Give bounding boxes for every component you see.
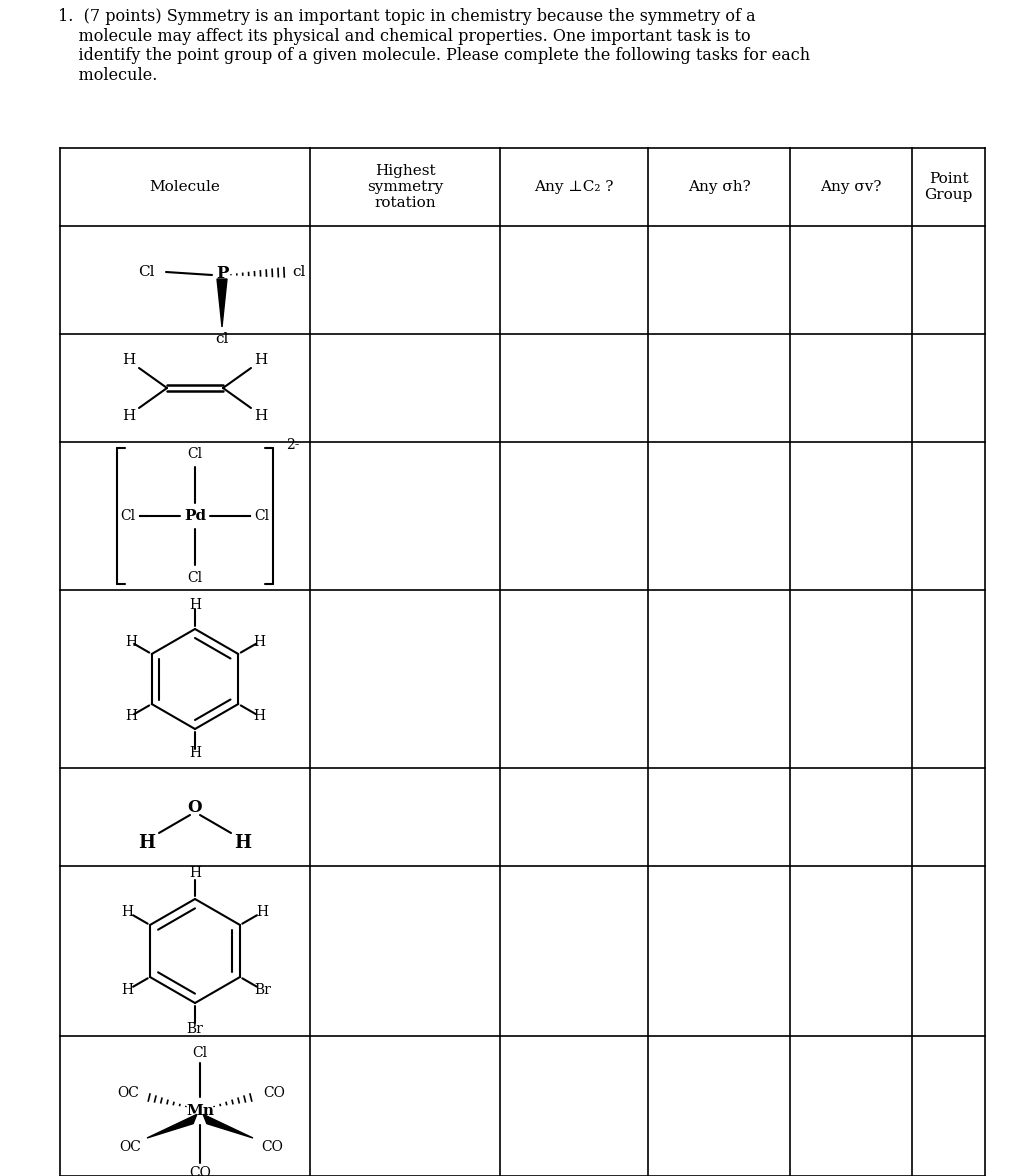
- Text: Highest
symmetry
rotation: Highest symmetry rotation: [366, 163, 443, 211]
- Text: CO: CO: [261, 1140, 283, 1154]
- Text: Pd: Pd: [184, 509, 206, 523]
- Polygon shape: [217, 279, 227, 327]
- Text: Any σv?: Any σv?: [820, 180, 881, 194]
- Text: OC: OC: [119, 1140, 141, 1154]
- Text: CO: CO: [189, 1165, 211, 1176]
- Text: Any σh?: Any σh?: [687, 180, 750, 194]
- Text: O: O: [188, 799, 202, 815]
- Text: H: H: [125, 709, 137, 723]
- Text: 2-: 2-: [286, 437, 299, 452]
- Polygon shape: [203, 1115, 253, 1138]
- Text: Mn: Mn: [186, 1104, 214, 1118]
- Text: H: H: [234, 834, 252, 851]
- Text: H: H: [253, 709, 265, 723]
- Text: Br: Br: [187, 1022, 203, 1036]
- Polygon shape: [147, 1115, 197, 1138]
- Text: H: H: [257, 906, 268, 918]
- Text: Molecule: Molecule: [150, 180, 221, 194]
- Text: Any ⊥C₂ ?: Any ⊥C₂ ?: [535, 180, 614, 194]
- Text: H: H: [122, 983, 133, 997]
- Text: H: H: [123, 353, 135, 367]
- Text: H: H: [122, 906, 133, 918]
- Text: Cl: Cl: [188, 447, 202, 461]
- Text: H: H: [189, 866, 201, 880]
- Text: P: P: [216, 265, 228, 281]
- Text: OC: OC: [117, 1085, 139, 1100]
- Text: Point
Group: Point Group: [925, 172, 973, 202]
- Text: Cl: Cl: [121, 509, 135, 523]
- Text: H: H: [125, 635, 137, 649]
- Text: Br: Br: [254, 983, 271, 997]
- Text: cl: cl: [216, 332, 229, 346]
- Text: H: H: [189, 746, 201, 760]
- Text: Cl: Cl: [255, 509, 269, 523]
- Text: H: H: [254, 409, 267, 423]
- Text: CO: CO: [263, 1085, 285, 1100]
- Text: H: H: [123, 409, 135, 423]
- Text: Cl: Cl: [192, 1045, 207, 1060]
- Text: Cl: Cl: [188, 572, 202, 584]
- Text: Cl: Cl: [137, 265, 154, 279]
- Text: H: H: [253, 635, 265, 649]
- Text: 1.  (7 points) Symmetry is an important topic in chemistry because the symmetry : 1. (7 points) Symmetry is an important t…: [58, 8, 810, 83]
- Text: H: H: [254, 353, 267, 367]
- Text: cl: cl: [292, 265, 305, 279]
- Text: H: H: [189, 599, 201, 612]
- Text: H: H: [138, 834, 156, 851]
